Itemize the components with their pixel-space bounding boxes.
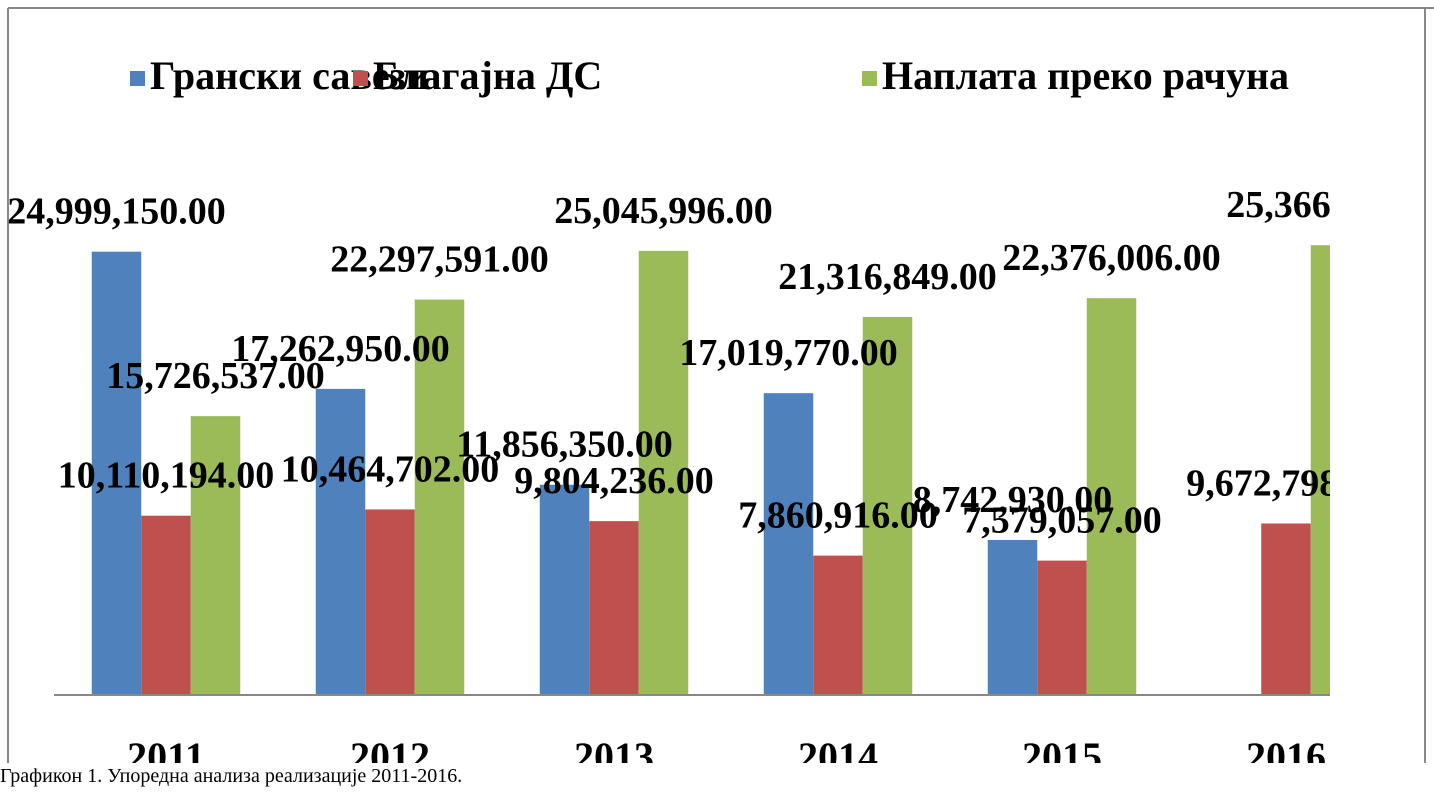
x-tick-label: 2013 bbox=[574, 734, 654, 779]
bar bbox=[1261, 523, 1311, 695]
x-tick-label: 2014 bbox=[798, 734, 878, 779]
legend-swatch bbox=[353, 71, 368, 86]
data-label: 10,464,702.00 bbox=[281, 448, 500, 490]
bar bbox=[91, 251, 142, 695]
legend-label: Благајна ДС bbox=[373, 53, 602, 98]
data-label: 22,376,006.00 bbox=[1002, 237, 1221, 279]
bar bbox=[1086, 298, 1137, 695]
data-label: 11,856,350.00 bbox=[456, 424, 672, 466]
legend-label: Наплата преко рачуна bbox=[882, 53, 1289, 98]
legend-label: Грански савези bbox=[150, 53, 429, 98]
x-tick-label: 2011 bbox=[127, 734, 205, 779]
bar bbox=[1310, 245, 1330, 695]
data-label: 17,019,770.00 bbox=[679, 332, 898, 374]
caption: Графикон 1. Упоредна анализа реализације… bbox=[0, 765, 462, 787]
bar bbox=[315, 388, 366, 695]
data-label: 25,045,996.00 bbox=[554, 190, 773, 232]
legend-swatch bbox=[130, 71, 145, 86]
data-label: 22,297,591.00 bbox=[330, 239, 549, 281]
data-label: 7,860,916.00 bbox=[738, 495, 938, 537]
bar bbox=[638, 250, 689, 695]
data-label: 8,742,930.00 bbox=[913, 479, 1113, 521]
bar bbox=[1037, 560, 1087, 695]
bar bbox=[414, 299, 465, 695]
data-label: 25,366,300.00 bbox=[1226, 184, 1434, 226]
data-label: 24,999,150.00 bbox=[7, 191, 226, 233]
x-tick-label: 2015 bbox=[1022, 734, 1102, 779]
x-tick-label: 2016 bbox=[1246, 734, 1326, 779]
data-label: 10,110,194.00 bbox=[58, 455, 274, 497]
legend-swatch bbox=[862, 71, 877, 86]
bar bbox=[539, 484, 590, 695]
bar bbox=[763, 393, 814, 695]
data-label: 15,726,537.00 bbox=[106, 355, 325, 397]
bar bbox=[190, 416, 241, 695]
bar bbox=[987, 539, 1038, 695]
bar bbox=[862, 316, 913, 695]
x-tick-label: 2012 bbox=[350, 734, 430, 779]
bar bbox=[365, 509, 415, 695]
data-label: 7,579,057.00 bbox=[962, 500, 1162, 542]
data-label: 9,672,798.00 bbox=[1186, 462, 1386, 504]
data-label: 17,262,950.00 bbox=[231, 328, 450, 370]
data-label: 9,804,236.00 bbox=[514, 460, 714, 502]
bar bbox=[589, 521, 639, 695]
bar bbox=[141, 515, 191, 695]
bar bbox=[813, 555, 863, 695]
data-label: 21,316,849.00 bbox=[778, 256, 997, 298]
